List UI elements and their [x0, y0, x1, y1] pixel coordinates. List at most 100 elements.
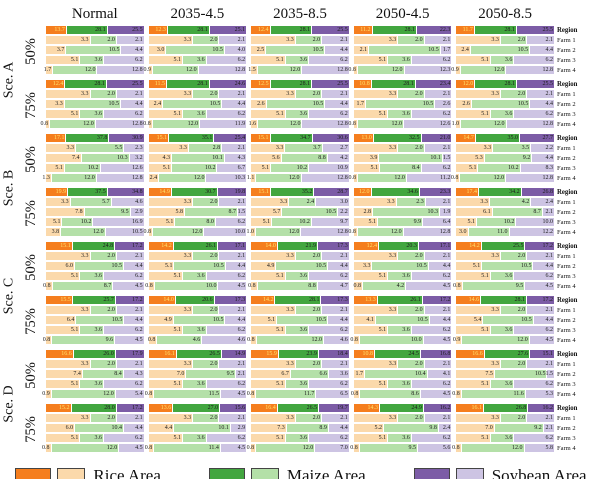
maize-segment: 12.0: [50, 174, 96, 182]
maize-segment: 9.5: [461, 282, 525, 290]
soybean-segment: 6.2: [513, 110, 554, 118]
maize-segment: 9.5: [185, 370, 236, 378]
row-label: Region: [557, 243, 578, 250]
farm-bar: 3.3 2.0 2.1: [456, 306, 554, 314]
farm-bar: 3.3 2.0 2.1: [251, 414, 349, 422]
maize-segment: 12.0: [60, 228, 105, 236]
bar-value: 4.4: [340, 101, 348, 107]
soybean-segment: 4.4: [123, 262, 144, 270]
bar-value: 5.1: [173, 57, 181, 63]
bar-value: 2.0: [209, 37, 218, 43]
bar-value: 0.8: [452, 391, 460, 397]
bar-value: 3.3: [183, 199, 192, 205]
legend-swatch-maize-dark: [208, 468, 245, 479]
bar-cell-2035-4.5: 16.1 26.5 14.9 3.3 2.0 2.1 7.0 9.5 2.1 5.1 3.6 6.2 0…: [145, 350, 247, 400]
soybean-segment: 2.9: [129, 208, 144, 216]
row-labels: Region Farm 1 Farm 2 Farm 3 Farm 4: [554, 188, 600, 238]
region-bar: 12.4 20.3 17.1: [353, 242, 452, 251]
region-bar: 14.0 20.6 17.3: [148, 296, 247, 305]
bar-value: 3.6: [402, 111, 410, 117]
bar-value: 2.7: [340, 145, 348, 151]
soybean-segment: 12.8: [197, 66, 247, 74]
farm-bar: 0.8 11.7 6.5: [247, 390, 349, 398]
maize-segment: 9.8: [382, 424, 438, 432]
bar-value: 5.1: [378, 381, 387, 387]
maize-segment: 28.0: [70, 404, 116, 412]
farm-bar: 0.8 12.0 12.8: [41, 120, 144, 128]
bar-value: 12.8: [337, 67, 348, 73]
row-label: Farm 2: [557, 317, 576, 324]
bar-value: 2.1: [442, 307, 451, 313]
legend-swatch-maize-light: [250, 468, 279, 479]
farm-bar: 3.3 3.5 2.2: [456, 144, 554, 152]
bar-value: 11.5: [154, 81, 166, 87]
rice-segment: 10.8: [353, 80, 371, 88]
maize-segment: 10.4: [364, 370, 427, 378]
bar-value: 5.1: [276, 273, 284, 279]
farm-bar: 0.8 12.0 11.2: [349, 174, 452, 182]
bar-value: 25.5: [542, 27, 553, 33]
maize-segment: 3.6: [79, 110, 103, 118]
bar-value: 2.6: [442, 101, 451, 107]
bar-value: 4.4: [237, 101, 246, 107]
maize-segment: 10.1: [173, 424, 230, 432]
bar-value: 14.9: [159, 189, 170, 195]
farm-bar: 5.1 3.6 6.2: [46, 326, 144, 334]
bar-value: 2.0: [209, 91, 218, 97]
rice-segment: 3.3: [456, 306, 500, 314]
rice-segment: 0.8: [247, 336, 256, 344]
bar-value: 3.3: [387, 199, 395, 205]
soybean-segment: 12.2: [508, 228, 554, 236]
rice-segment: 5.1: [353, 272, 388, 280]
farm-bar: 4.3 10.1 4.3: [148, 154, 247, 162]
row-label: Farm 3: [557, 57, 576, 64]
bar-value: 10.0: [542, 219, 553, 225]
rice-segment: 12.0: [456, 80, 475, 88]
bar-value: 35.1: [201, 135, 213, 141]
bar-value: 3.6: [504, 435, 513, 441]
bar-value: 5.1: [378, 57, 387, 63]
farm-bar: 5.1 3.6 6.2: [46, 56, 144, 64]
maize-segment: 10.5: [493, 370, 547, 378]
bar-value: 0.8: [144, 391, 153, 397]
row-label: Farm 4: [557, 229, 576, 236]
farm-bar: 5.1 3.6 6.2: [148, 56, 247, 64]
bar-cell-2050-8.5: 14.2 25.5 17.2 3.3 2.0 2.1 5.1 10.5 4.4 5.1 3.6 6.2…: [453, 242, 554, 292]
maize-segment: 20.3: [378, 242, 418, 250]
bar-value: 4.4: [545, 317, 553, 323]
farm-bar: 3.3 2.0 2.1: [148, 414, 247, 422]
bar-value: 6.2: [442, 111, 451, 117]
maize-segment: 3.6: [387, 326, 411, 334]
soybean-segment: 1.5: [237, 208, 247, 216]
maize-segment: 2.0: [294, 36, 322, 44]
bar-value: 0.9: [42, 391, 50, 397]
bar-value: 25.5: [132, 27, 143, 33]
farm-bar: 0.9 12.0 5.4: [42, 390, 144, 398]
bar-value: 28.1: [197, 81, 208, 87]
bar-value: 10.5: [315, 263, 327, 269]
bar-value: 12.8: [542, 67, 553, 73]
bar-value: 10.3: [117, 155, 128, 161]
soybean-segment: 4.5: [220, 390, 247, 398]
maize-segment: 3.6: [489, 272, 514, 280]
bar-value: 2.3: [416, 199, 424, 205]
bar-value: 3.3: [81, 91, 89, 97]
soybean-segment: 12.8: [300, 174, 349, 182]
bar-value: 3.5: [521, 145, 530, 151]
rice-segment: 5.8: [148, 208, 184, 216]
soybean-segment: 6.2: [410, 380, 452, 388]
bar-value: 0.8: [353, 283, 361, 289]
rice-segment: 0.8: [248, 282, 257, 290]
scenario-blocks: Sce. A 50% 13.7 28.1 25.5 3.3 2.0 2.1 3.7 10.5 4.4…: [2, 26, 600, 458]
bar-value: 2.1: [545, 307, 553, 313]
bar-value: 2.0: [107, 37, 115, 43]
bar-cells: 15.2 28.0 17.2 3.3 2.0 2.1 6.0 10.4 4.4 5.1 3.6 6.2…: [42, 404, 554, 454]
bar-value: 3.6: [402, 327, 410, 333]
bar-value: 5.1: [368, 219, 377, 225]
bar-value: 6.5: [340, 391, 348, 397]
bar-cell-2035-8.5: 14.2 28.1 17.3 3.3 2.0 2.1 5.1 10.5 4.4 5.1 3.6 6.2…: [247, 296, 349, 346]
bar-value: 5.1: [467, 219, 476, 225]
rice-segment: 7.5: [456, 370, 494, 378]
bar-value: 4.4: [164, 425, 173, 431]
rice-segment: 5.1: [46, 164, 64, 172]
